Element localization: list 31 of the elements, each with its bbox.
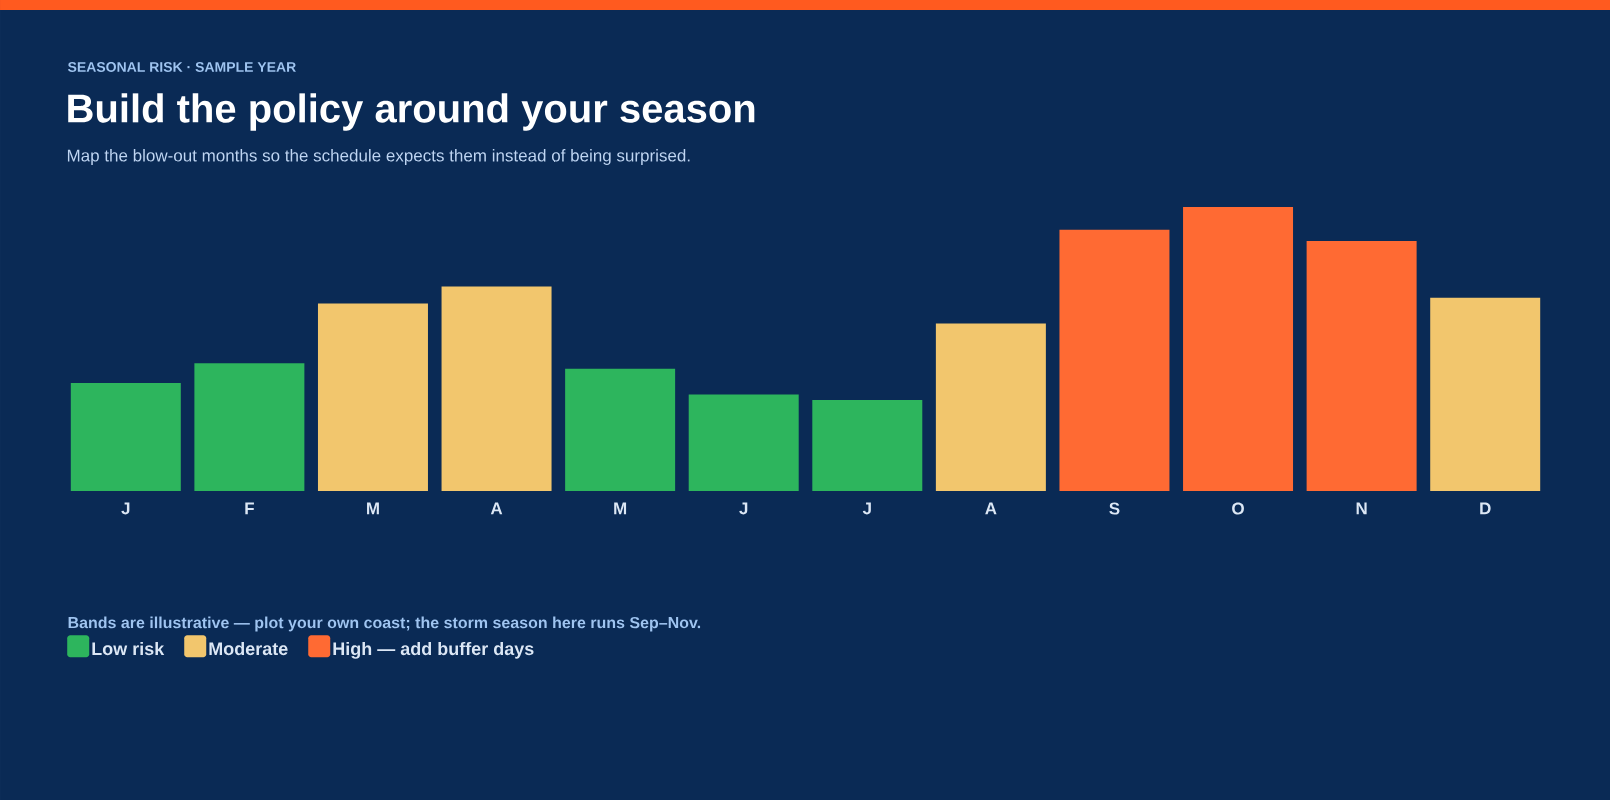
- bar: [194, 363, 305, 491]
- bar: [565, 368, 676, 491]
- bar: [1059, 229, 1170, 491]
- bar: [441, 286, 552, 491]
- x-tick-label: F: [245, 502, 254, 515]
- bar: [1306, 241, 1417, 491]
- x-tick-label: J: [862, 502, 871, 515]
- x-tick-label: M: [367, 502, 379, 515]
- text: Bands are illustrative — plot your own coast; the storm season here runs Sep–Nov.: [68, 616, 701, 632]
- bar: [688, 394, 799, 491]
- x-tick-label: D: [1480, 502, 1491, 515]
- bar: [317, 303, 428, 491]
- legend-label: High — add buffer days: [333, 641, 534, 659]
- x-tick-label: N: [1356, 502, 1367, 515]
- legend-label: Moderate: [209, 641, 288, 656]
- x-tick-label: A: [985, 502, 997, 515]
- chart-title: Build the policy around your season: [68, 93, 755, 131]
- bar: [70, 383, 181, 491]
- x-tick-label: O: [1232, 502, 1244, 515]
- x-tick-label: M: [614, 502, 627, 515]
- x-tick-label: A: [490, 502, 503, 515]
- bar: [1430, 297, 1541, 491]
- legend-label: Low risk: [92, 641, 165, 656]
- x-tick-label: J: [739, 502, 748, 515]
- bar: [812, 400, 923, 491]
- text: SEASONAL RISK · SAMPLE YEAR: [67, 62, 296, 72]
- bar: [935, 323, 1046, 491]
- bar: [1183, 206, 1294, 491]
- chart-subtitle: Map the blow-out months so the schedule expects them instead of being surprised.: [67, 149, 690, 165]
- x-tick-label: J: [121, 502, 130, 515]
- x-tick-label: S: [1109, 502, 1120, 515]
